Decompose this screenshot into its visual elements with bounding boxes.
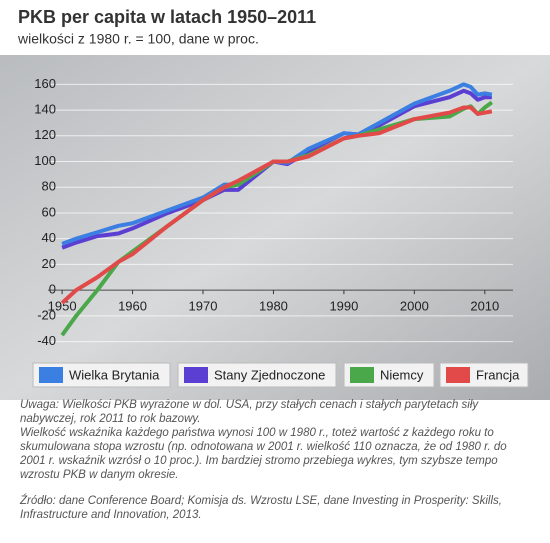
- x-tick-label: 1970: [189, 299, 218, 314]
- series-line: [61, 82, 493, 246]
- chart-title: PKB per capita w latach 1950–2011: [18, 7, 316, 27]
- note: Uwaga: Wielkości PKB wyrażone w dol. USA…: [20, 399, 479, 425]
- chart-subtitle: wielkości z 1980 r. = 100, dane w proc.: [17, 31, 259, 47]
- source: Źródło: dane Conference Board; Komisja d…: [20, 495, 502, 521]
- x-tick-label: 1980: [259, 299, 288, 314]
- y-tick-label: -20: [37, 307, 56, 322]
- y-tick-label: 80: [42, 179, 56, 194]
- y-tick-label: 40: [42, 230, 56, 245]
- legend-label: Stany Zjednoczone: [214, 367, 325, 382]
- y-tick-label: 160: [34, 76, 56, 91]
- note: Wielkość wskaźnika każdego państwa wynos…: [20, 427, 507, 481]
- x-tick-label: 2010: [470, 299, 499, 314]
- legend-label: Wielka Brytania: [69, 367, 160, 382]
- x-tick-label: 1990: [329, 299, 358, 314]
- legend-label: Niemcy: [380, 367, 424, 382]
- series-line: [60, 105, 493, 305]
- y-tick-label: 60: [42, 204, 56, 219]
- chart: PKB per capita w latach 1950–2011 wielko…: [0, 7, 550, 400]
- notes: Uwaga: Wielkości PKB wyrażone w dol. USA…: [20, 398, 535, 522]
- legend-swatch: [184, 367, 208, 383]
- y-tick-label: 100: [34, 153, 56, 168]
- legend-swatch: [39, 367, 63, 383]
- x-tick-label: 2000: [400, 299, 429, 314]
- y-tick-label: -40: [37, 333, 56, 348]
- legend-swatch: [350, 367, 374, 383]
- y-tick-label: 140: [34, 102, 56, 117]
- legend-swatch: [446, 367, 470, 383]
- x-tick-label: 1960: [118, 299, 147, 314]
- legend-label: Francja: [476, 367, 520, 382]
- y-tick-label: 20: [42, 256, 56, 271]
- y-tick-label: 0: [49, 282, 56, 297]
- y-tick-label: 120: [34, 127, 56, 142]
- x-tick-label: 1950: [48, 299, 77, 314]
